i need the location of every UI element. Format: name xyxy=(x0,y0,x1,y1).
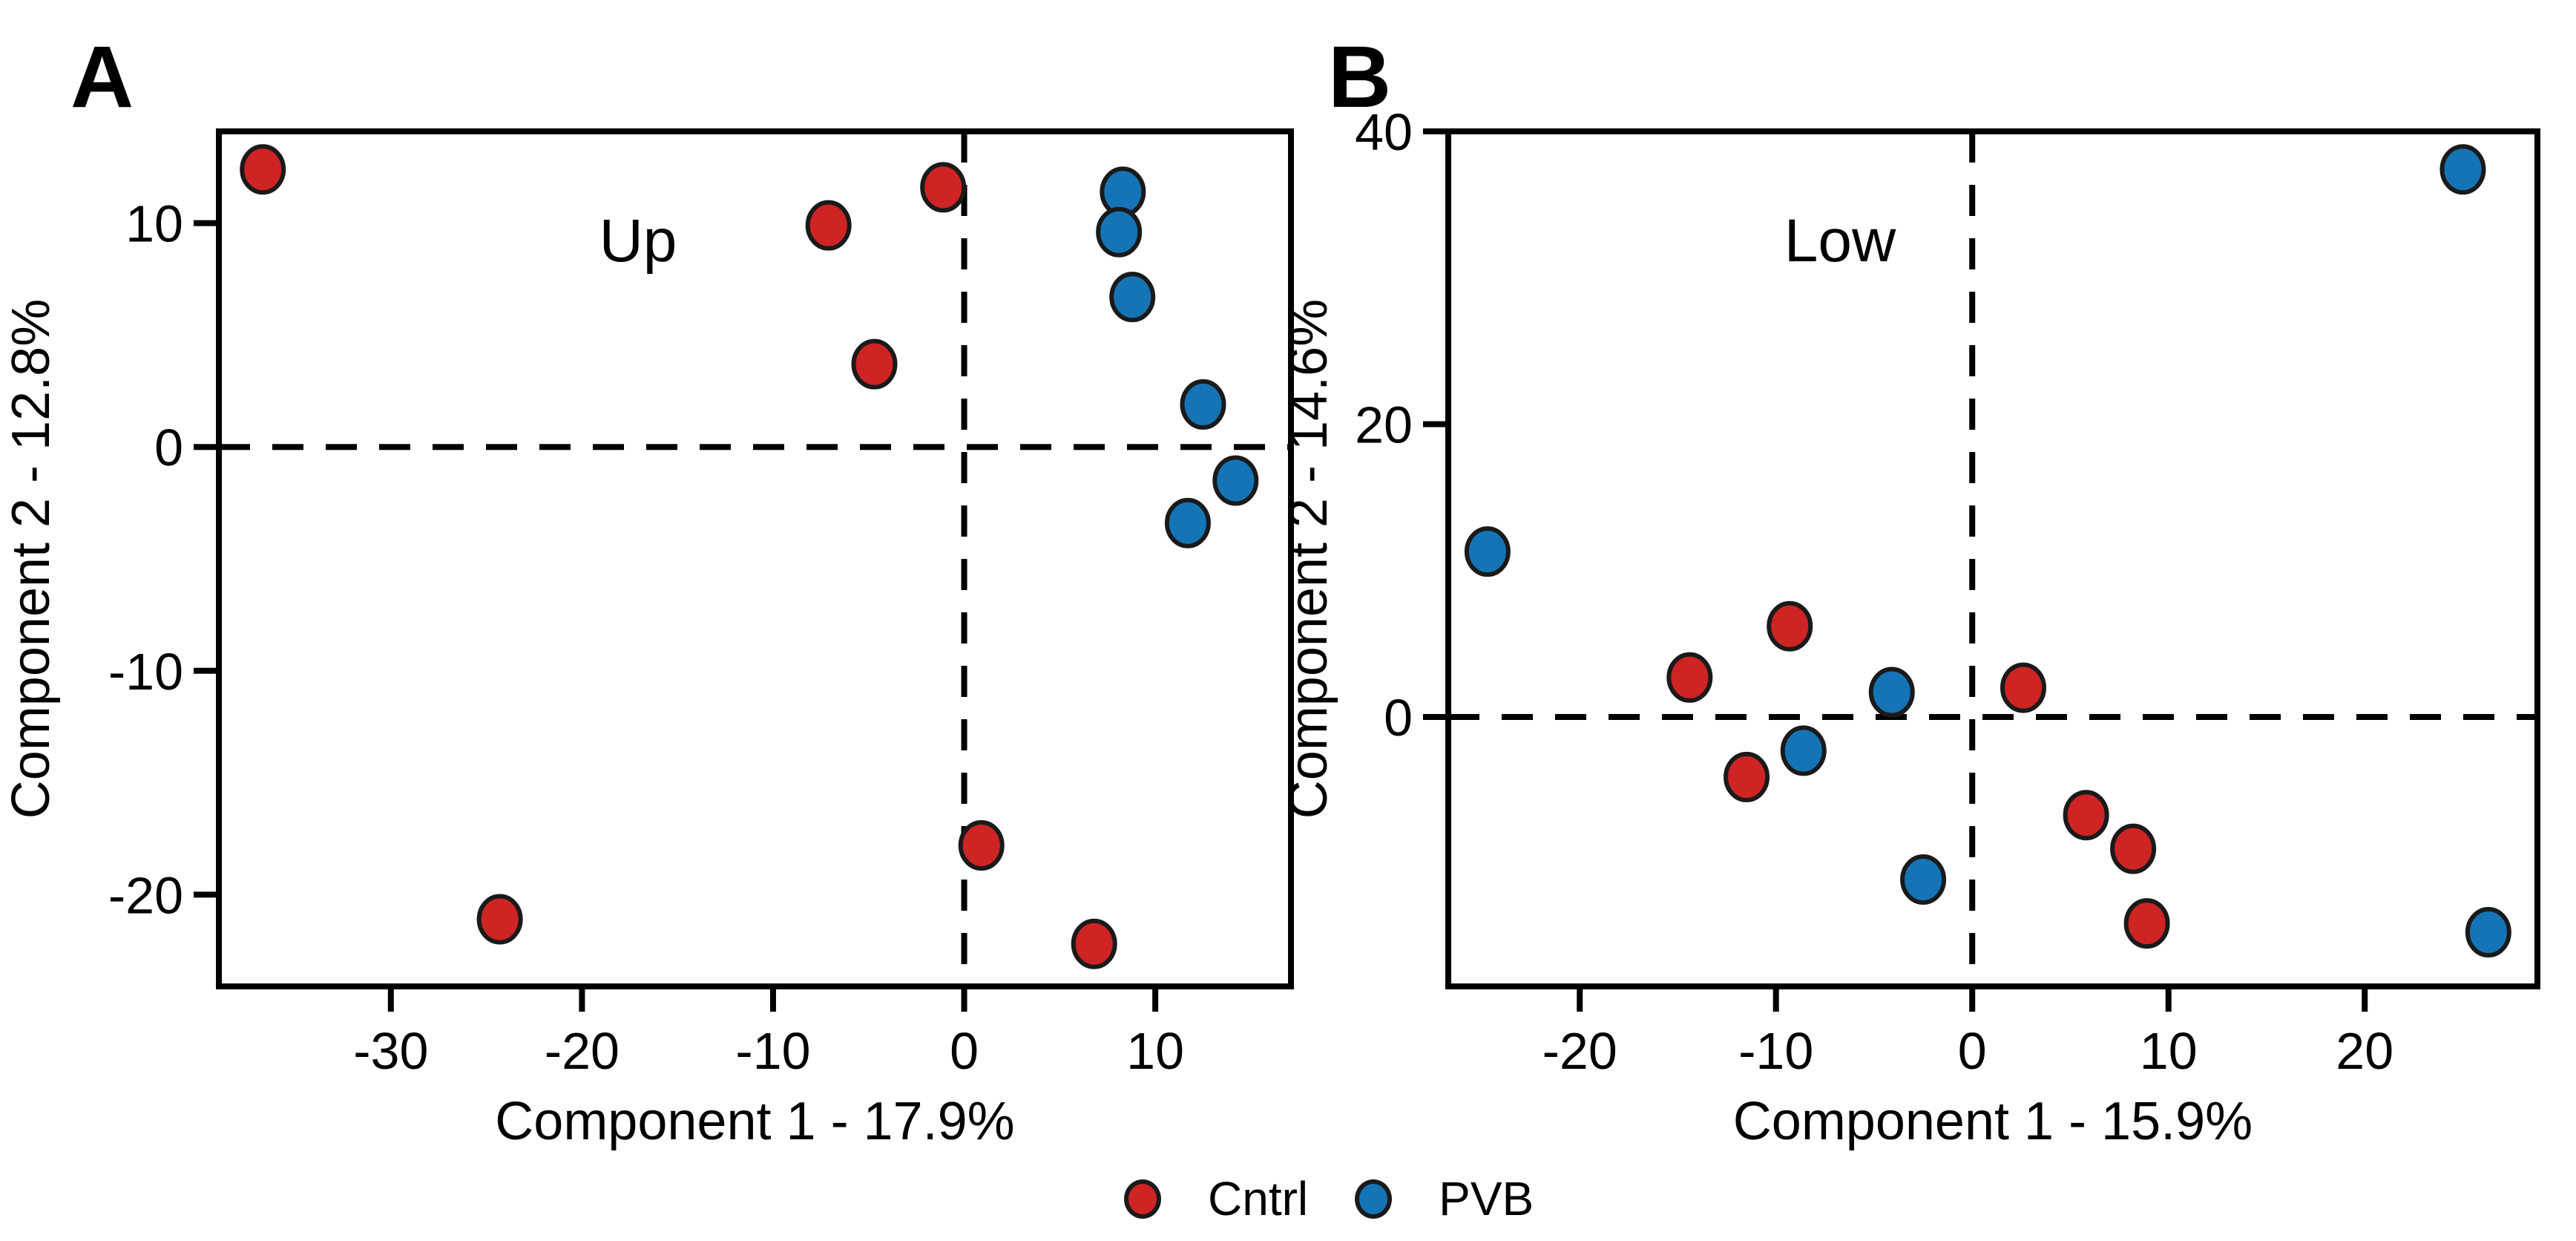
panel-b-plot-box xyxy=(1445,128,2540,989)
data-point-pvb xyxy=(1464,526,1511,577)
legend: Cntrl PVB xyxy=(1124,1171,1534,1226)
panel-a-y-tick-label: -20 xyxy=(108,866,183,924)
panel-b-label: B xyxy=(1328,28,1391,126)
data-point-cntrl xyxy=(920,162,967,213)
data-point-cntrl xyxy=(476,894,523,945)
panel-a-y-tick-label: 0 xyxy=(154,419,183,477)
panel-b-y-tick-label: 0 xyxy=(1384,689,1413,747)
panel-b-y-tick-label: 40 xyxy=(1355,103,1413,161)
panel-a-x-tick-label: 0 xyxy=(950,1022,979,1080)
data-point-pvb xyxy=(1212,455,1259,506)
data-point-cntrl xyxy=(2063,790,2109,841)
data-point-pvb xyxy=(1109,272,1156,323)
data-point-cntrl xyxy=(805,200,852,251)
panel-b-y-axis-title: Component 2 - 14.6% xyxy=(1279,299,1338,819)
panel-b-x-tick-label: 0 xyxy=(1958,1022,1987,1080)
data-point-pvb xyxy=(1164,497,1211,549)
data-point-pvb xyxy=(1096,206,1143,258)
data-point-cntrl xyxy=(2000,662,2046,713)
panel-a-label: A xyxy=(70,28,134,126)
data-point-cntrl xyxy=(2110,823,2157,874)
data-point-cntrl xyxy=(2123,898,2170,949)
legend-item-cntrl: Cntrl xyxy=(1124,1171,1308,1226)
panel-a-y-tick-label: -10 xyxy=(108,643,183,701)
panel-a-x-axis-title: Component 1 - 17.9% xyxy=(495,1092,1014,1151)
panel-a-plot-box xyxy=(216,128,1294,989)
panel-b-x-tick-label: 20 xyxy=(2336,1022,2393,1080)
panel-b-x-axis-title: Component 1 - 15.9% xyxy=(1733,1092,2253,1151)
pvb-marker-icon xyxy=(1355,1179,1393,1219)
panel-a-annotation: Up xyxy=(599,207,677,275)
data-point-cntrl xyxy=(851,338,898,390)
legend-label-pvb: PVB xyxy=(1439,1172,1534,1225)
data-point-pvb xyxy=(1900,854,1947,905)
panel-a-y-tick-label: 10 xyxy=(125,195,183,253)
data-point-cntrl xyxy=(1767,600,1813,652)
panel-b-y-tick-label: 20 xyxy=(1355,396,1413,454)
data-point-cntrl xyxy=(1666,652,1713,703)
data-point-pvb xyxy=(1180,379,1226,430)
data-point-pvb xyxy=(2465,907,2511,958)
data-point-pvb xyxy=(2439,144,2486,195)
data-point-pvb xyxy=(1868,667,1915,718)
panel-b-annotation: Low xyxy=(1784,207,1896,275)
panel-b-x-tick-label: -20 xyxy=(1542,1022,1617,1080)
data-point-cntrl xyxy=(958,820,1005,871)
legend-label-cntrl: Cntrl xyxy=(1208,1172,1309,1225)
panel-a-x-tick-label: -10 xyxy=(735,1022,810,1080)
panel-a-x-tick-label: -30 xyxy=(353,1022,428,1080)
panel-a-x-tick-label: 10 xyxy=(1126,1022,1184,1080)
data-point-cntrl xyxy=(1071,918,1117,969)
cntrl-marker-icon xyxy=(1124,1179,1161,1219)
data-point-cntrl xyxy=(1724,751,1770,802)
legend-item-pvb: PVB xyxy=(1355,1171,1534,1226)
data-point-cntrl xyxy=(240,144,286,195)
panel-b-x-tick-label: 10 xyxy=(2140,1022,2198,1080)
panel-a-x-tick-label: -20 xyxy=(545,1022,620,1080)
panel-b-x-tick-label: -10 xyxy=(1738,1022,1813,1080)
panel-a-y-axis-title: Component 2 - 12.8% xyxy=(1,299,61,819)
data-point-pvb xyxy=(1780,725,1827,776)
